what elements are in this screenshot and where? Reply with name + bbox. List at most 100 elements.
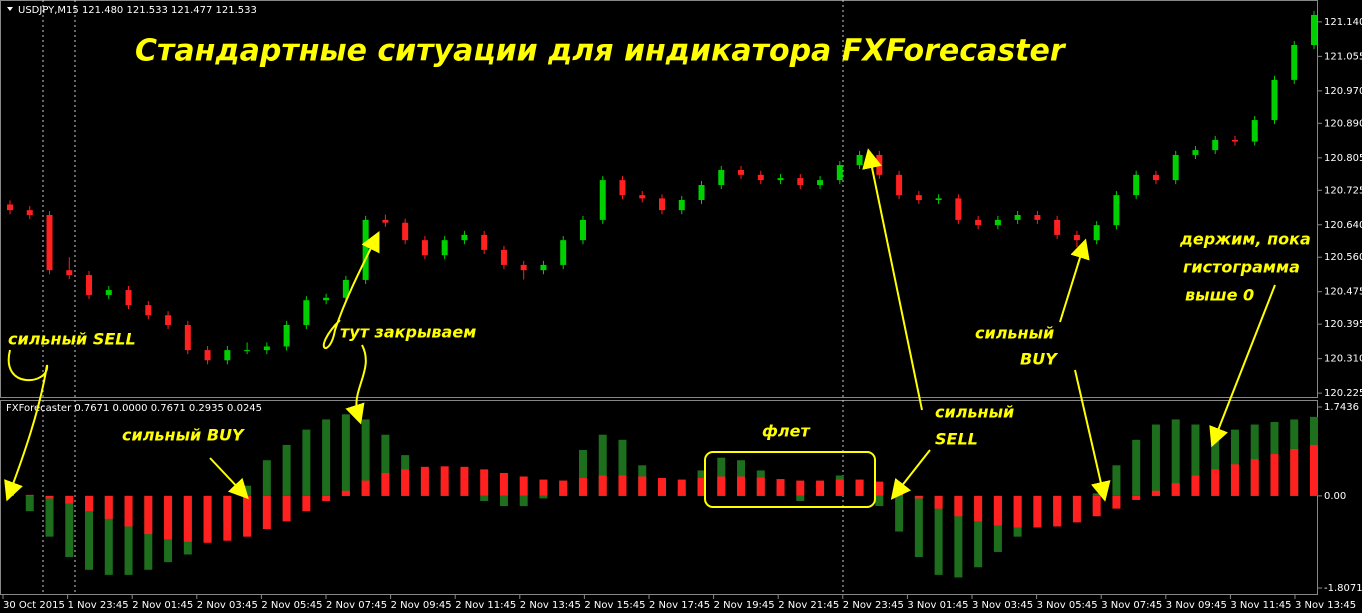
candle-body (342, 279, 349, 298)
histogram-bar (361, 480, 370, 496)
candle-body (303, 300, 310, 325)
candle-body (263, 346, 270, 351)
histogram-bar (1053, 495, 1062, 527)
candle-body (599, 180, 606, 220)
candle-body (659, 198, 665, 211)
candle-body (402, 222, 409, 241)
histogram-bar (203, 495, 212, 543)
candle-body (224, 350, 231, 361)
arrow (1074, 369, 1111, 502)
candle-body (382, 219, 389, 223)
candle-body (1152, 174, 1159, 181)
histogram-bar (1112, 495, 1121, 509)
histogram-bar (816, 480, 825, 496)
candle-body (935, 198, 942, 200)
x-tick-label: 3 Nov 13:45 (1295, 600, 1356, 611)
candle-body (283, 324, 290, 347)
histogram-bar (499, 472, 508, 496)
histogram-bar (835, 479, 844, 496)
y-tick-label: -1.8071 (1324, 583, 1362, 594)
candle-body (994, 219, 1001, 226)
annotation: сильный BUY (122, 426, 245, 445)
plot (6, 10, 1318, 578)
annotation: флет (762, 422, 811, 441)
price-header: USDJPY,M15 121.480 121.533 121.477 121.5… (18, 5, 257, 16)
y-tick-label: 120.475 (1324, 287, 1362, 298)
histogram-bar (341, 414, 350, 496)
x-tick-label: 3 Nov 03:45 (972, 600, 1033, 611)
histogram-bar (302, 495, 311, 512)
histogram-bar (1092, 495, 1101, 517)
histogram-bar (104, 495, 113, 519)
histogram-bar (480, 495, 489, 501)
histogram-bar (361, 419, 370, 496)
candle-body (441, 240, 448, 256)
histogram-bar (934, 495, 943, 509)
histogram-bar (1211, 469, 1220, 496)
histogram-bar (460, 466, 469, 496)
y-tick-label: 120.725 (1324, 185, 1362, 196)
histogram-bar (875, 481, 884, 496)
histogram-bar (697, 478, 706, 496)
histogram-bar (25, 495, 34, 512)
histogram-bar (756, 477, 765, 496)
title: Стандартные ситуации для индикатора FXFo… (135, 34, 1067, 69)
x-tick-label: 2 Nov 09:45 (391, 600, 452, 611)
histogram-bar (954, 495, 963, 578)
histogram-bar (104, 495, 113, 575)
histogram-bar (737, 476, 746, 496)
histogram-bar (519, 476, 528, 496)
histogram-bar (875, 495, 884, 507)
candle-body (896, 174, 903, 196)
histogram-bar (85, 495, 94, 512)
histogram-bar (1191, 475, 1200, 496)
histogram-bar (598, 475, 607, 496)
histogram-bar (6, 493, 14, 496)
candle-body (777, 178, 784, 181)
histogram-bar (1112, 465, 1121, 496)
candle-body (520, 264, 527, 271)
histogram-bar (282, 444, 291, 496)
candle-body (500, 249, 507, 265)
histogram-bar (658, 478, 666, 496)
histogram-bar (1191, 424, 1200, 496)
annotation: сильный (935, 403, 1014, 422)
histogram-bar (282, 495, 291, 522)
annotation: сильный SELL (8, 330, 136, 349)
histogram-bar (993, 495, 1002, 526)
histogram-bar (45, 495, 54, 537)
histogram-bar (776, 479, 785, 496)
candle-body (915, 195, 922, 200)
x-tick-label: 1 Nov 23:45 (68, 600, 129, 611)
x-tick-label: 2 Nov 11:45 (455, 600, 516, 611)
candle-body (856, 154, 863, 166)
histogram-bar (322, 495, 331, 501)
x-tick-label: 3 Nov 09:45 (1166, 600, 1227, 611)
histogram-bar (223, 495, 232, 541)
candle-body (560, 240, 567, 265)
histogram-bar (45, 495, 54, 499)
candle-body (125, 290, 132, 306)
x-tick-label: 2 Nov 03:45 (197, 600, 258, 611)
candle-body (323, 297, 330, 301)
candle-body (1113, 195, 1120, 226)
candle-body (204, 350, 211, 361)
candle-body (797, 178, 804, 185)
histogram-bar (1171, 483, 1180, 496)
histogram-bar (381, 472, 390, 496)
candle-body (1231, 139, 1238, 142)
candle-body (876, 154, 883, 175)
annotation: держим, пока (1179, 230, 1311, 249)
candle-body (165, 315, 172, 325)
candle-body (362, 219, 369, 280)
candle-body (1014, 215, 1021, 220)
y-tick-label: 120.225 (1324, 388, 1362, 399)
x-tick-label: 2 Nov 15:45 (584, 600, 645, 611)
y-tick-label: 120.395 (1324, 319, 1362, 330)
annotation: сильный (975, 324, 1054, 343)
candle-body (461, 234, 468, 241)
histogram-bar (1250, 459, 1259, 496)
histogram-bar (1211, 429, 1220, 496)
histogram-bar (420, 466, 429, 496)
